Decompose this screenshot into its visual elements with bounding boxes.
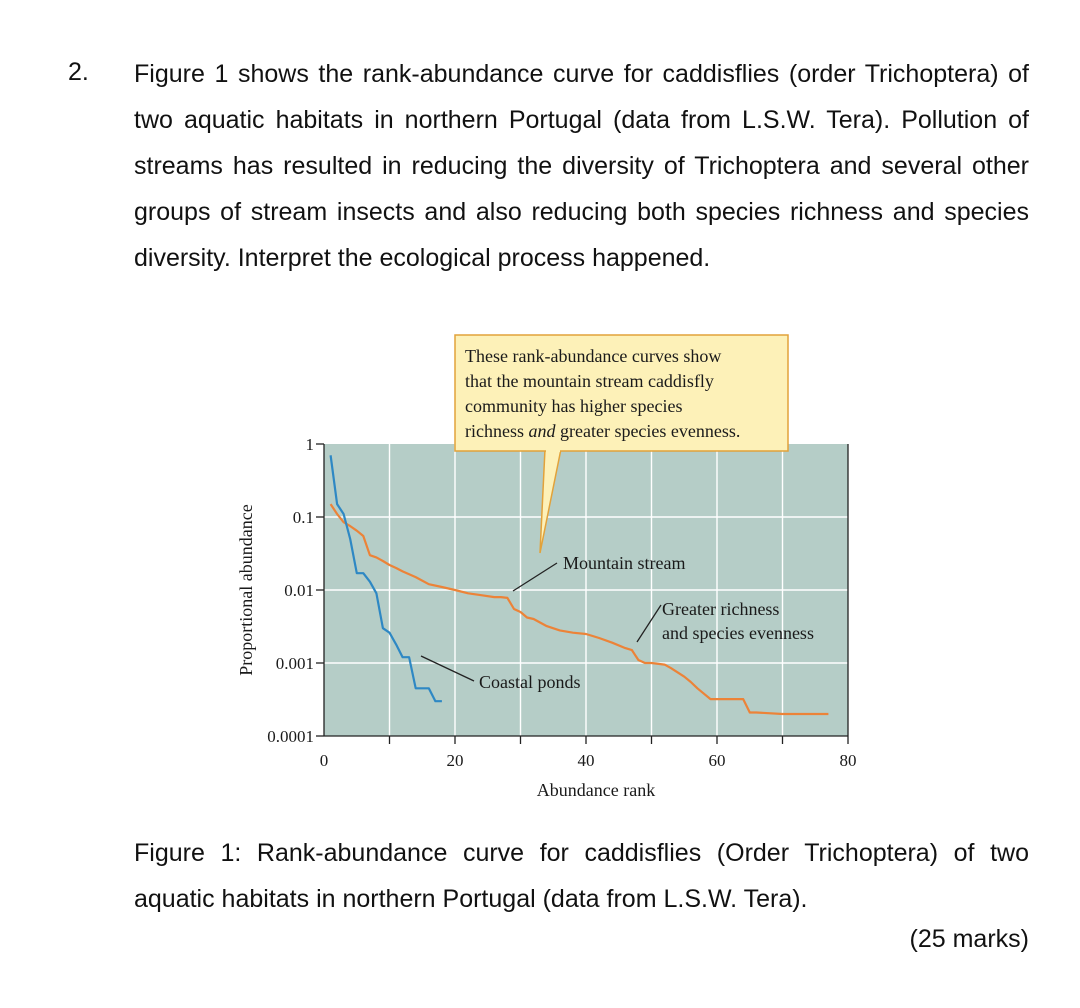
annotations: Mountain stream Coastal ponds Greater ri… <box>420 553 814 692</box>
series-lines <box>329 455 829 716</box>
evenness-leader-line <box>636 604 662 643</box>
marks-label: (25 marks) <box>909 925 1029 953</box>
x-tick-label: 40 <box>578 751 595 770</box>
x-tick-label: 0 <box>320 751 329 770</box>
mountain-stream-label: Mountain stream <box>563 553 685 573</box>
callout: These rank-abundance curves show that th… <box>454 334 789 554</box>
y-tick-label: 0.1 <box>293 508 314 527</box>
mountain-leader-line <box>512 562 558 592</box>
figure-caption: Figure 1: Rank-abundance curve for caddi… <box>134 839 1029 913</box>
x-tick-label: 80 <box>840 751 857 770</box>
x-tick-label: 20 <box>447 751 464 770</box>
callout-box <box>454 334 789 452</box>
x-axis-title: Abundance rank <box>537 780 655 800</box>
coastal-ponds-label: Coastal ponds <box>479 672 581 692</box>
y-tick-label: 1 <box>306 435 315 454</box>
evenness-label-line-1: Greater richness <box>662 599 779 619</box>
callout-line-3: community has higher species <box>465 396 682 416</box>
y-tick-label: 0.0001 <box>267 727 314 746</box>
question-text: Figure 1 shows the rank-abundance curve … <box>134 60 1029 272</box>
coastal-ponds-line <box>329 455 442 703</box>
axes: 1 0.1 0.01 0.001 0.0001 0 20 40 60 80 <box>267 435 856 770</box>
y-tick-label: 0.001 <box>276 654 314 673</box>
callout-line-1: These rank-abundance curves show <box>465 346 721 366</box>
callout-line-4: richness and greater species evenness. <box>465 421 740 441</box>
question-number: 2. <box>68 58 89 86</box>
y-tick-label: 0.01 <box>284 581 314 600</box>
callout-line-2: that the mountain stream caddisfly <box>465 371 714 391</box>
coastal-leader-line <box>420 655 475 682</box>
evenness-label-line-2: and species evenness <box>662 623 814 643</box>
x-tick-label: 60 <box>709 751 726 770</box>
mountain-stream-line <box>329 503 829 716</box>
y-axis-title: Proportional abundance <box>236 504 256 675</box>
